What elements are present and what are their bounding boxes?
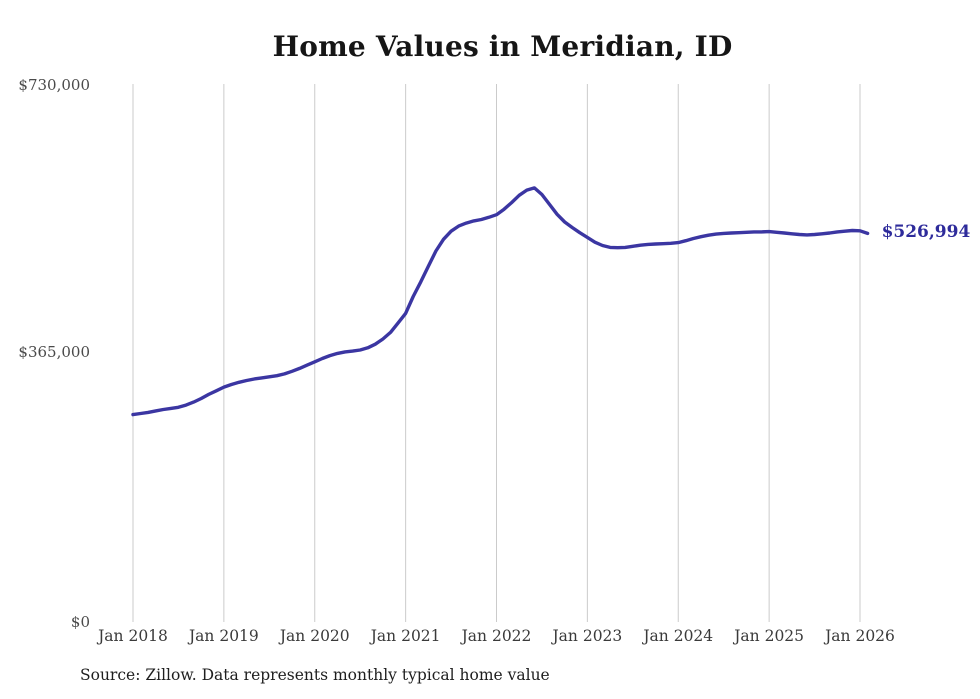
source-note: Source: Zillow. Data represents monthly … [80, 666, 550, 684]
y-tick-label: $365,000 [18, 343, 90, 362]
latest-value-label: $526,994 [881, 222, 971, 243]
x-tick-label: Jan 2020 [279, 627, 350, 645]
home-value-line-series [131, 186, 870, 417]
chart-title: Home Values in Meridian, ID [272, 30, 733, 63]
x-tick-label: Jan 2022 [461, 627, 532, 645]
x-tick-label: Jan 2026 [825, 627, 895, 645]
x-tick-label: Jan 2021 [370, 627, 441, 645]
y-tick-label: $0 [70, 613, 90, 631]
x-tick-label: Jan 2023 [552, 627, 623, 645]
x-tick-label: Jan 2025 [734, 627, 805, 645]
vertical-gridlines [132, 84, 861, 622]
x-tick-label: Jan 2018 [98, 627, 168, 645]
x-tick-label: Jan 2019 [188, 627, 259, 645]
y-tick-label: $730,000 [18, 75, 90, 94]
x-tick-label: Jan 2024 [643, 627, 714, 645]
